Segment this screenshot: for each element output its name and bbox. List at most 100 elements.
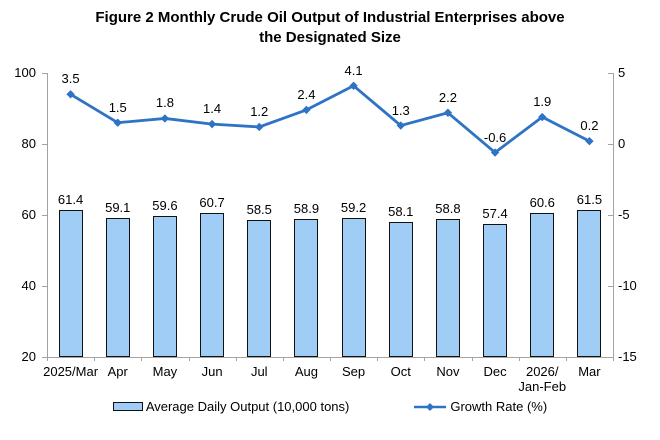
legend-item-growth: Growth Rate (%): [413, 399, 547, 414]
line-marker: [207, 119, 217, 129]
line-marker: [349, 81, 358, 90]
x-axis-tick: [330, 357, 331, 361]
x-axis-tick: [141, 357, 143, 361]
growth-value-label: 3.5: [61, 71, 80, 87]
growth-value-label: 2.4: [297, 86, 316, 102]
bar-value-label: 58.1: [388, 203, 414, 219]
x-axis-label: 2026/ Jan-Feb: [518, 364, 567, 394]
left-axis-tick: [42, 286, 47, 287]
bar-value-label: 57.4: [482, 206, 508, 222]
growth-value-label: -0.6: [483, 129, 507, 145]
bar-value-label: 59.1: [105, 200, 131, 216]
x-axis-tick: [235, 357, 237, 361]
right-axis-tick: [608, 357, 613, 358]
x-axis-label: Sep: [342, 364, 366, 379]
right-axis-tick: [608, 215, 613, 216]
growth-value-label: 1.2: [250, 103, 269, 119]
x-axis-label: Oct: [390, 364, 411, 379]
x-axis-label: May: [152, 364, 178, 379]
line-legend-swatch-icon: [414, 402, 447, 411]
bar-value-label: 58.9: [293, 200, 320, 216]
bar-value-label: 61.5: [576, 191, 603, 207]
bar-May: [152, 216, 177, 357]
left-axis-tick-label: 100: [14, 65, 36, 80]
bar-Aug: [294, 218, 319, 357]
bar-Dec: [483, 224, 508, 357]
growth-value-label: 1.9: [533, 94, 552, 110]
x-axis-label: Aug: [294, 364, 318, 379]
bar-value-label: 60.7: [199, 194, 225, 210]
right-axis-line: [613, 73, 614, 358]
left-axis-tick: [42, 215, 47, 216]
growth-value-label: 1.4: [203, 101, 222, 117]
right-axis-tick: [608, 286, 613, 287]
chart-title-line-1: Figure 2 Monthly Crude Oil Output of Ind…: [95, 9, 565, 26]
x-axis-label: Apr: [107, 364, 128, 379]
x-axis-tick: [47, 357, 48, 361]
right-axis-tick-label: -10: [618, 278, 637, 293]
left-axis-tick: [42, 357, 47, 358]
x-axis-label: Jun: [201, 364, 223, 379]
line-marker: [302, 105, 311, 115]
bar-value-label: 59.6: [152, 198, 178, 214]
line-marker: [160, 114, 170, 123]
line-marker: [255, 122, 264, 132]
right-axis-tick-label: -15: [618, 349, 637, 364]
left-axis-tick-label: 20: [21, 349, 36, 364]
x-axis-tick: [188, 357, 190, 361]
bar-value-label: 58.8: [435, 201, 461, 217]
legend-growth-label: Growth Rate (%): [450, 399, 548, 414]
x-axis-label: Jul: [250, 364, 268, 379]
right-axis-tick-label: 5: [618, 65, 626, 80]
growth-value-label: 0.2: [580, 118, 599, 134]
legend-item-output: Average Daily Output (10,000 tons): [112, 399, 350, 414]
line-marker: [585, 136, 594, 146]
line-marker: [443, 108, 453, 117]
bar-Jul: [247, 220, 272, 357]
growth-value-label: 1.5: [108, 99, 127, 115]
bar-value-label: 58.5: [246, 202, 272, 218]
bar-Nov: [435, 219, 460, 357]
growth-value-label: 2.2: [438, 89, 457, 105]
x-axis-tick: [565, 357, 567, 361]
bar-value-label: 60.6: [529, 194, 555, 210]
growth-value-label: 1.8: [155, 95, 174, 111]
bar-Oct: [388, 221, 413, 357]
line-marker: [66, 90, 75, 99]
bar-2025-Mar: [58, 210, 83, 357]
bar-2026-Jan-Feb: [530, 212, 555, 357]
bar-Sep: [341, 217, 366, 357]
x-axis-tick: [282, 357, 284, 361]
legend-output-label: Average Daily Output (10,000 tons): [145, 399, 350, 414]
x-axis-label: Mar: [578, 364, 601, 379]
bar-legend-swatch-icon: [112, 402, 143, 411]
bar-value-label: 61.4: [57, 192, 84, 208]
left-axis-tick-label: 60: [21, 207, 36, 222]
x-axis-label: Nov: [436, 364, 460, 379]
left-axis-tick-label: 40: [21, 278, 36, 293]
right-axis-tick: [608, 144, 613, 145]
x-axis-tick: [613, 357, 614, 361]
line-marker: [396, 121, 405, 130]
x-axis-tick: [471, 357, 473, 361]
line-marker: [113, 118, 122, 127]
line-marker: [490, 148, 500, 157]
right-axis-tick-label: -5: [618, 207, 630, 222]
left-axis-tick: [42, 73, 47, 74]
x-axis-tick: [94, 357, 96, 361]
bar-value-label: 59.2: [340, 199, 367, 215]
left-axis-tick: [42, 144, 47, 145]
x-axis-tick: [518, 357, 520, 361]
right-axis-tick: [608, 73, 613, 74]
x-axis-label: Dec: [483, 364, 507, 379]
chart-title-line-2: the Designated Size: [259, 29, 401, 46]
growth-value-label: 1.3: [391, 102, 410, 118]
x-axis-tick: [377, 357, 379, 361]
legend: Average Daily Output (10,000 tons) Growt…: [0, 399, 660, 414]
line-marker: [538, 112, 547, 122]
left-axis-tick-label: 80: [21, 136, 36, 151]
x-axis-label: 2025/Mar: [43, 364, 99, 379]
x-axis-tick: [424, 357, 426, 361]
left-axis-line: [47, 73, 48, 358]
